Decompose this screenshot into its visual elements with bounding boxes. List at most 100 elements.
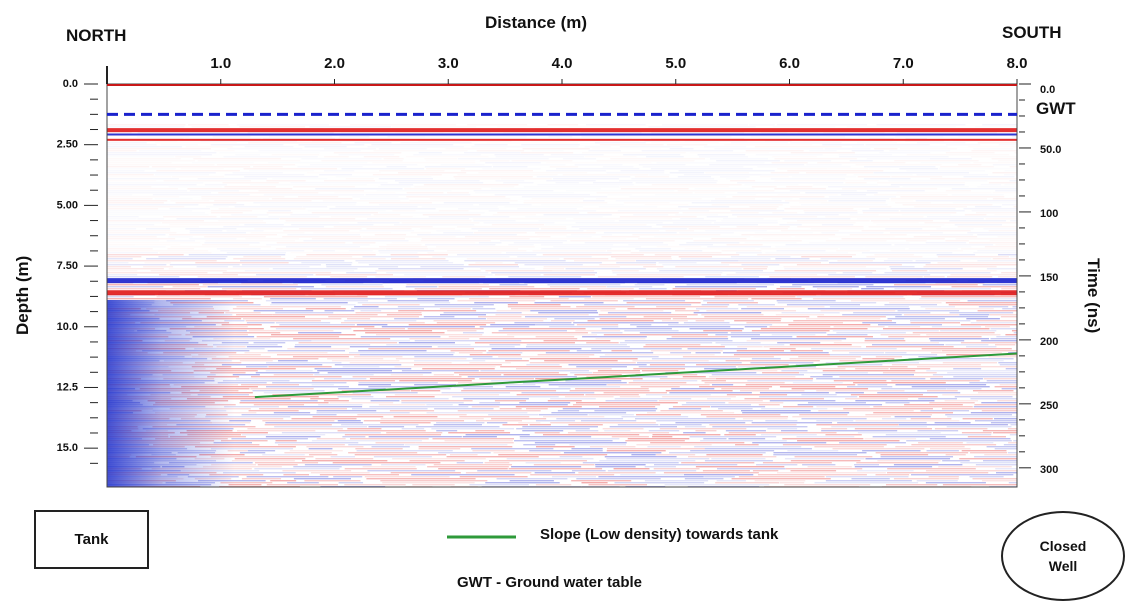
texture-stripe [930, 178, 1017, 180]
texture-stripe [107, 236, 157, 237]
texture-stripe [800, 198, 890, 199]
texture-stripe [695, 188, 755, 189]
texture-stripe [877, 182, 965, 183]
texture-stripe [395, 132, 443, 133]
texture-stripe [784, 160, 831, 161]
texture-stripe [755, 232, 813, 233]
texture-stripe [249, 170, 314, 171]
texture-stripe [478, 172, 587, 173]
texture-stripe [198, 178, 267, 179]
texture-stripe [139, 150, 201, 151]
texture-stripe [662, 264, 730, 266]
texture-stripe [977, 186, 1070, 187]
texture-stripe [325, 264, 352, 266]
texture-stripe [891, 250, 963, 251]
texture-stripe [414, 186, 514, 187]
texture-stripe [219, 208, 306, 209]
texture-stripe [565, 268, 646, 270]
texture-stripe [858, 136, 884, 137]
texture-stripe [213, 136, 251, 137]
texture-stripe [620, 186, 729, 187]
texture-stripe [330, 276, 368, 278]
texture-stripe [735, 252, 762, 254]
texture-stripe [411, 232, 431, 233]
texture-stripe [107, 246, 166, 247]
texture-stripe [107, 144, 157, 145]
texture-stripe [925, 242, 967, 244]
texture-stripe [158, 256, 228, 258]
texture-stripe [107, 222, 161, 223]
texture-stripe [324, 148, 376, 149]
texture-stripe [473, 218, 566, 219]
texture-stripe [381, 184, 414, 185]
texture-stripe [189, 232, 247, 234]
texture-stripe [751, 136, 845, 137]
texture-stripe [772, 198, 793, 199]
texture-stripe [471, 228, 539, 230]
time-tick-label: 50.0 [1040, 144, 1061, 156]
texture-stripe [207, 286, 314, 288]
texture-stripe [549, 286, 607, 288]
depth-axis-ticks: 0.0 2.50 5.00 7.50 10.0 12.5 15.0 [57, 78, 98, 464]
texture-stripe [587, 288, 634, 290]
texture-stripe [107, 204, 199, 206]
texture-stripe [899, 168, 938, 170]
texture-stripe [224, 186, 276, 188]
x-tick-label: 3.0 [438, 55, 459, 72]
texture-stripe [606, 250, 632, 252]
texture-stripe [222, 182, 279, 184]
texture-stripe [952, 194, 1004, 195]
texture-stripe [546, 162, 651, 163]
texture-stripe [158, 274, 238, 276]
texture-stripe [889, 266, 915, 268]
texture-stripe [358, 262, 454, 264]
texture-stripe [635, 248, 671, 250]
texture-stripe [371, 144, 454, 146]
texture-stripe [889, 150, 950, 151]
texture-stripe [586, 124, 646, 125]
texture-stripe [900, 210, 965, 212]
texture-stripe [107, 248, 153, 249]
texture-stripe [928, 270, 997, 272]
texture-stripe [778, 194, 838, 195]
texture-stripe [479, 204, 532, 205]
texture-stripe [503, 132, 562, 133]
texture-stripe [107, 180, 156, 181]
texture-stripe [136, 244, 180, 245]
texture-stripe [744, 184, 798, 185]
texture-stripe [1016, 360, 1017, 362]
texture-stripe [633, 214, 668, 215]
texture-stripe [735, 272, 837, 274]
texture-stripe [290, 214, 370, 215]
texture-stripe [900, 196, 1005, 198]
x-axis-ticks: 1.0 2.0 3.0 4.0 5.0 6.0 7.0 8.0 [106, 55, 1027, 84]
texture-stripe [244, 224, 284, 226]
texture-stripe [1003, 444, 1017, 446]
texture-stripe [413, 154, 481, 155]
texture-stripe [909, 248, 958, 249]
texture-stripe [989, 230, 1073, 231]
texture-stripe [496, 156, 584, 157]
texture-stripe [239, 126, 306, 128]
texture-stripe [777, 124, 867, 125]
texture-stripe [995, 190, 1066, 191]
texture-stripe [213, 204, 245, 206]
texture-stripe [333, 152, 402, 154]
texture-stripe [774, 180, 878, 181]
texture-stripe [921, 162, 971, 163]
texture-stripe [879, 152, 930, 153]
texture-stripe [354, 142, 392, 144]
texture-stripe [287, 234, 360, 235]
texture-stripe [929, 158, 972, 160]
texture-stripe [782, 218, 851, 220]
texture-stripe [384, 296, 489, 298]
texture-stripe [945, 240, 969, 242]
texture-stripe [260, 204, 356, 205]
texture-stripe [489, 210, 596, 211]
texture-stripe [326, 266, 399, 268]
texture-stripe [785, 244, 892, 246]
texture-stripe [543, 214, 612, 216]
texture-stripe [771, 178, 845, 179]
texture-stripe [756, 154, 823, 155]
texture-stripe [576, 222, 663, 223]
